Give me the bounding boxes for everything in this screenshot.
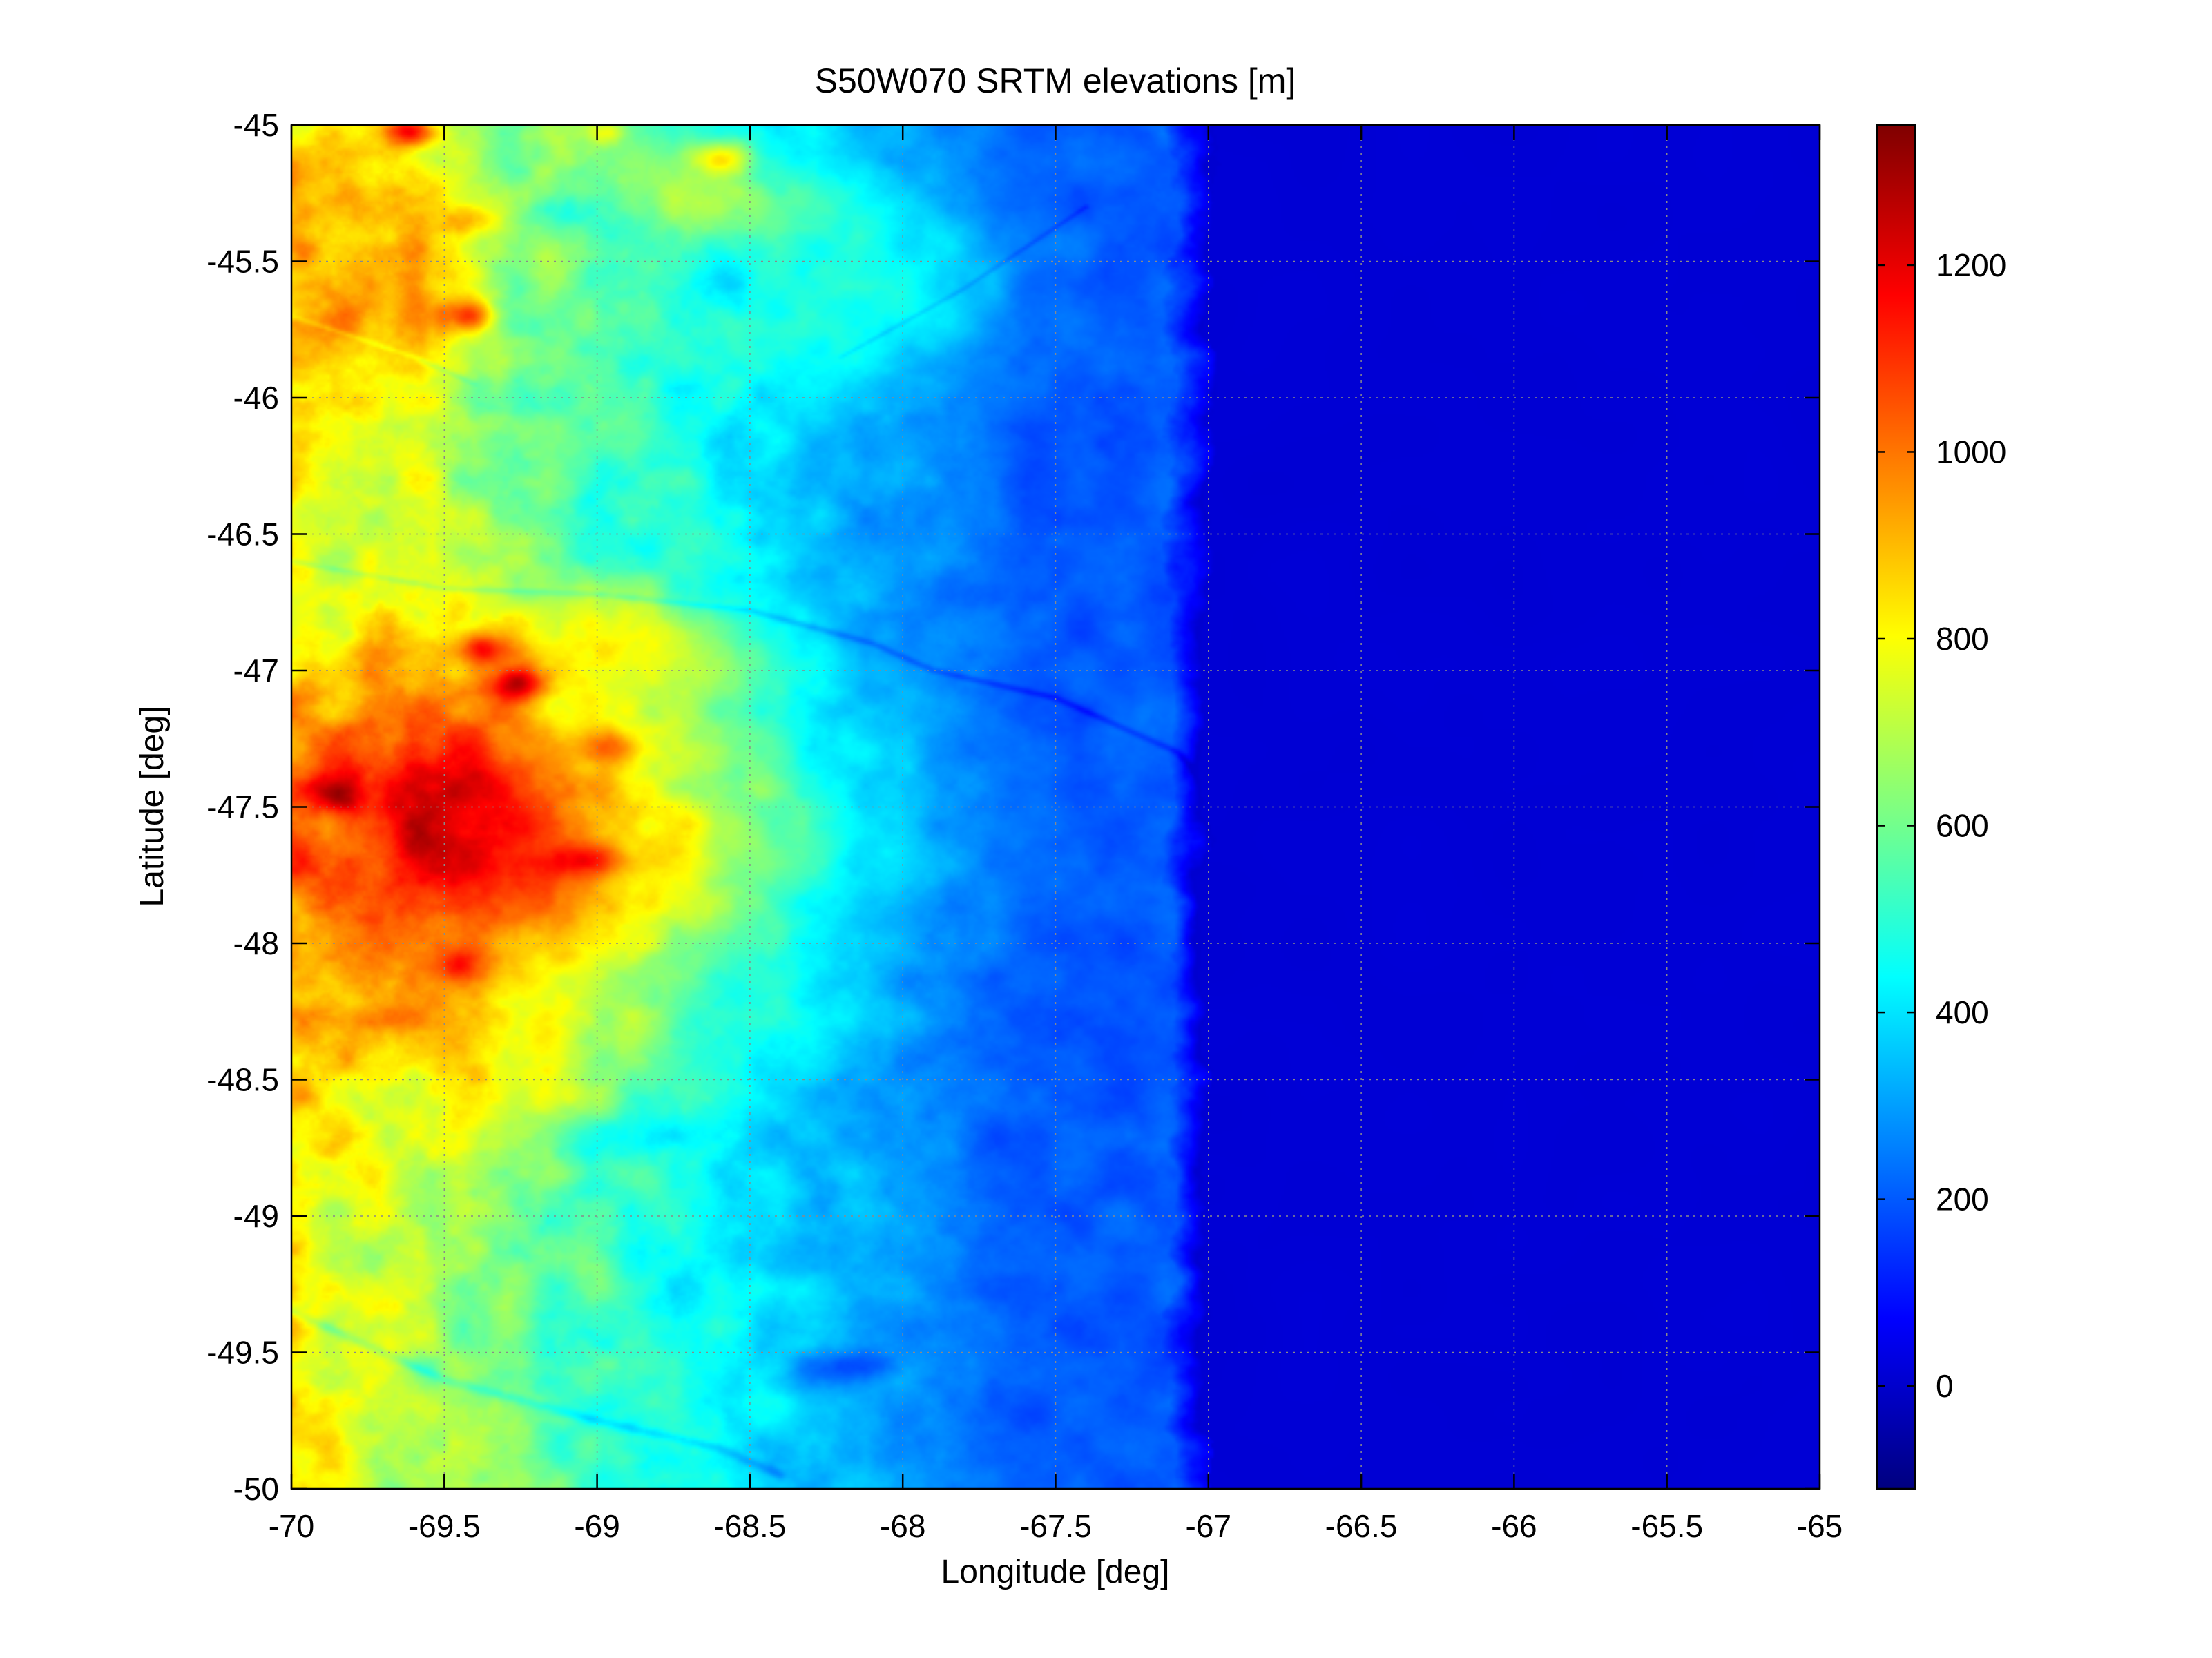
colorbar-gradient-bar — [1876, 124, 1916, 1490]
x-tick-label: -70 — [269, 1508, 314, 1544]
y-tick-label: -45.5 — [206, 244, 279, 280]
x-tick-label: -65.5 — [1631, 1508, 1703, 1544]
colorbar-tick-label: 600 — [1936, 808, 1989, 844]
y-tick-label: -45 — [233, 107, 279, 143]
x-tick-label: -67 — [1186, 1508, 1231, 1544]
y-tick-label: -46.5 — [206, 517, 279, 552]
y-tick-label: -49 — [233, 1198, 279, 1234]
colorbar-tick-label: 0 — [1936, 1368, 1954, 1404]
heatmap-plot-area: -70 -69.5 -69 -68.5 -68 -67.5 -67 -66.5 -66 -65.5… — [206, 107, 1843, 1544]
x-tick-label: -65 — [1797, 1508, 1843, 1544]
colorbar-tick-label: 1200 — [1936, 247, 2006, 283]
x-tick-label: -69.5 — [408, 1508, 481, 1544]
x-tick-label: -68 — [880, 1508, 925, 1544]
colorbar-tick-label: 200 — [1936, 1182, 1989, 1217]
y-axis-ticks: -45 -45.5 -46 -46.5 -47 -47.5 -48 -48.5 -49 -49.5… — [206, 107, 1820, 1507]
y-axis-label: Latitude [deg] — [134, 706, 171, 907]
colorbar-tick-label: 400 — [1936, 994, 1989, 1030]
x-axis-ticks: -70 -69.5 -69 -68.5 -68 -67.5 -67 -66.5 -66 -65.5… — [269, 125, 1843, 1544]
x-axis-label: Longitude [deg] — [941, 1554, 1170, 1590]
colorbar-tick-label: 1000 — [1936, 434, 2006, 470]
y-tick-label: -49.5 — [206, 1335, 279, 1371]
y-tick-label: -48.5 — [206, 1062, 279, 1098]
y-tick-label: -50 — [233, 1471, 279, 1507]
x-tick-label: -66.5 — [1325, 1508, 1398, 1544]
y-tick-label: -47.5 — [206, 789, 279, 825]
colorbar-tick-label: 800 — [1936, 621, 1989, 657]
y-tick-label: -47 — [233, 653, 279, 688]
chart-title: S50W070 SRTM elevations [m] — [815, 61, 1296, 100]
y-tick-label: -48 — [233, 925, 279, 961]
elevation-heatmap — [291, 125, 1820, 1489]
y-tick-label: -46 — [233, 380, 279, 416]
x-tick-label: -69 — [574, 1508, 619, 1544]
x-tick-label: -66 — [1491, 1508, 1537, 1544]
colorbar: 0 200 400 600 800 1000 1200 — [1876, 124, 2006, 1490]
x-tick-label: -68.5 — [713, 1508, 786, 1544]
colorbar-ticks: 0 200 400 600 800 1000 1200 — [1877, 247, 2006, 1404]
x-tick-label: -67.5 — [1019, 1508, 1092, 1544]
